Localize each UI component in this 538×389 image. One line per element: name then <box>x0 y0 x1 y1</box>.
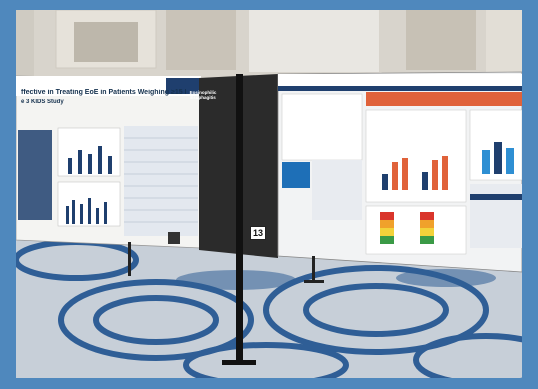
right-board-foot <box>304 280 324 283</box>
right-intro-box <box>281 93 363 161</box>
wall-right <box>486 10 522 80</box>
right-summary-box <box>470 184 522 248</box>
photo: ffective in Treating EoE in Patients Wei… <box>16 10 522 378</box>
center-pole <box>236 74 243 364</box>
ornament-panel <box>166 10 236 70</box>
right-chart-2-bars <box>482 142 514 174</box>
right-blue-callout <box>282 162 310 188</box>
left-chart-2-bars <box>66 198 107 224</box>
right-chart-1-bars <box>382 156 448 190</box>
center-foot <box>222 360 256 365</box>
left-poster-sidebar <box>18 130 52 220</box>
right-poster-orange-band <box>366 92 522 106</box>
wall-left <box>16 10 34 90</box>
left-qr-code <box>168 232 180 244</box>
right-heatmap <box>380 212 434 244</box>
left-board-leg <box>128 242 131 276</box>
right-summary-header <box>470 194 522 200</box>
scene-illustration <box>16 10 522 378</box>
right-poster-header <box>278 74 522 86</box>
carpet-shadows <box>176 269 496 290</box>
left-table <box>124 126 198 236</box>
left-poster-subtitle: e 3 KIDS Study <box>21 99 64 105</box>
right-table-box <box>312 160 362 220</box>
left-poster-badge-bg <box>166 78 201 94</box>
left-table-lines <box>124 137 198 223</box>
left-poster-header <box>16 76 201 96</box>
right-board-leg <box>312 256 315 282</box>
wall-frame <box>74 22 138 62</box>
board-number-tag: 13 <box>250 226 266 240</box>
left-chart-1-bars <box>68 146 112 174</box>
window-light <box>249 10 379 72</box>
right-chart-1 <box>365 109 467 203</box>
right-poster-navy-band <box>278 86 522 91</box>
ornament-panel-right <box>406 10 476 70</box>
left-poster-title: ffective in Treating EoE in Patients Wei… <box>21 89 186 96</box>
left-poster-badge: Eosinophilic Esophagitis <box>189 90 217 100</box>
carpet-pattern <box>16 239 522 378</box>
